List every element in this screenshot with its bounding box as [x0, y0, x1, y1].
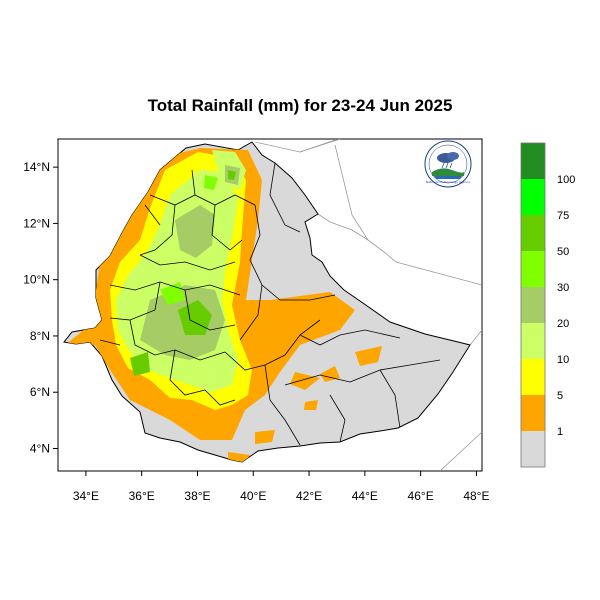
- x-tick-label: 40°E: [240, 489, 266, 503]
- legend-swatch: [521, 143, 545, 179]
- legend-label: 1: [557, 426, 563, 438]
- legend-label: 5: [557, 390, 563, 402]
- x-tick-label: 38°E: [184, 489, 210, 503]
- x-tick-label: 46°E: [408, 489, 434, 503]
- rainfall-legend: 1 5 10 20 30 50 75 100: [520, 142, 575, 468]
- legend-label: 10: [557, 354, 569, 366]
- y-tick-label: 12°N: [23, 216, 50, 230]
- y-tick-label: 6°N: [30, 385, 50, 399]
- legend-swatch: [521, 395, 545, 431]
- legend-label: 20: [557, 318, 569, 330]
- agency-logo: National Meteorology Agency: [424, 140, 472, 188]
- legend-swatch: [521, 431, 545, 467]
- x-tick-label: 48°E: [463, 489, 489, 503]
- legend-label: 100: [557, 174, 575, 186]
- map-title: Total Rainfall (mm) for 23-24 Jun 2025: [147, 96, 453, 115]
- y-tick-label: 10°N: [23, 273, 50, 287]
- cloud-rain-logo-icon: [432, 152, 464, 179]
- legend-swatch: [521, 215, 545, 251]
- legend-swatch: [521, 359, 545, 395]
- x-tick-label: 34°E: [73, 489, 99, 503]
- legend-swatch: [521, 287, 545, 323]
- x-tick-label: 42°E: [296, 489, 322, 503]
- x-tick-label: 36°E: [129, 489, 155, 503]
- logo-caption: National Meteorology Agency: [426, 180, 470, 184]
- legend-label: 50: [557, 246, 569, 258]
- y-tick-label: 14°N: [23, 160, 50, 174]
- y-tick-label: 4°N: [30, 441, 50, 455]
- admin-borders: [99, 162, 441, 446]
- rainfall-shading: [65, 148, 382, 462]
- y-tick-label: 8°N: [30, 329, 50, 343]
- legend-label: 30: [557, 282, 569, 294]
- legend-swatch: [521, 251, 545, 287]
- legend-swatch: [521, 323, 545, 359]
- x-axis-ticks: 34°E 36°E 38°E 40°E 42°E 44°E 46°E 48°E: [73, 471, 489, 503]
- legend-frame: [520, 142, 546, 468]
- x-tick-label: 44°E: [352, 489, 378, 503]
- y-axis-ticks: 14°N 12°N 10°N 8°N 6°N 4°N: [23, 160, 58, 455]
- legend-label: 75: [557, 210, 569, 222]
- legend-swatch: [521, 179, 545, 215]
- neighbour-borders: [254, 139, 482, 471]
